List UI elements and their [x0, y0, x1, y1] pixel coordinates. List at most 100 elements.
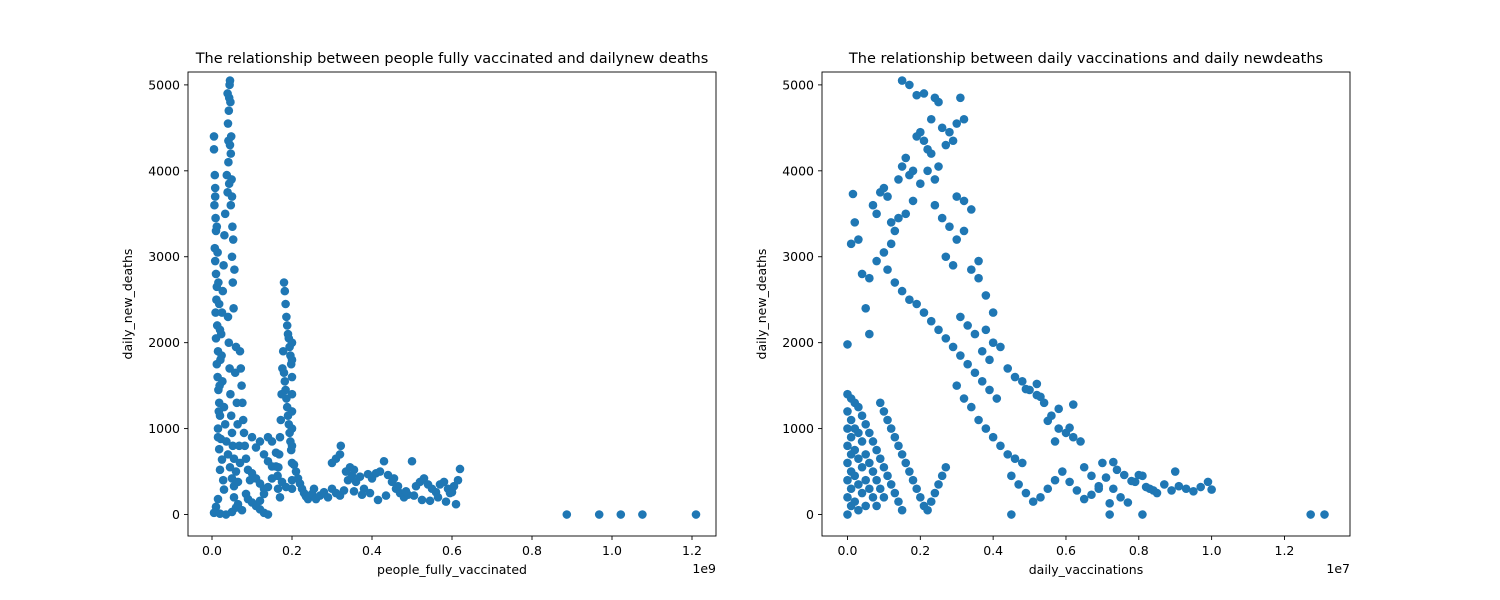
x-tick-label: 1.2: [682, 543, 702, 558]
scatter-point: [926, 316, 936, 326]
scatter-point: [988, 338, 998, 347]
scatter-point: [861, 501, 870, 511]
scatter-point: [616, 510, 626, 519]
scatter-point: [219, 261, 228, 270]
scatter-point: [857, 269, 867, 279]
scatter-point: [381, 491, 391, 500]
scatter-point: [327, 458, 337, 468]
scatter-point: [890, 226, 900, 236]
scatter-point: [1076, 437, 1085, 446]
scatter-point: [967, 205, 976, 214]
scatter-point: [952, 119, 962, 128]
scatter-point: [985, 385, 994, 395]
scatter-point: [930, 200, 940, 210]
scatter-point: [894, 497, 903, 506]
scatter-point: [848, 189, 858, 199]
scatter-point: [897, 162, 907, 171]
scatter-point: [287, 338, 297, 347]
scatter-point: [357, 490, 367, 500]
scatter-point: [417, 495, 427, 505]
scatter-point: [1007, 510, 1016, 519]
scatter-point: [923, 166, 932, 176]
scatter-point: [278, 346, 288, 356]
scatter-point: [409, 491, 419, 500]
scatter-point: [850, 218, 860, 227]
scatter-point: [227, 428, 237, 438]
scatter-point: [259, 450, 269, 459]
scatter-point: [1105, 499, 1114, 508]
scatter-point: [1050, 437, 1060, 446]
y-axis-label: daily_new_deaths: [120, 249, 135, 360]
scatter-point: [223, 450, 233, 459]
scatter-point: [279, 278, 289, 287]
scatter-point: [981, 325, 991, 335]
scatter-point: [1017, 458, 1027, 468]
scatter-point: [967, 265, 976, 274]
scatter-point: [1010, 372, 1020, 382]
scatter-point: [273, 471, 282, 481]
scatter-point: [226, 200, 236, 210]
scatter-point: [872, 501, 881, 511]
scatter-point: [455, 464, 465, 474]
y-tick-label: 5000: [782, 77, 814, 92]
scatter-point: [282, 321, 292, 330]
scatter-point: [227, 252, 237, 262]
scatter-point: [282, 312, 291, 322]
scatter-point: [865, 428, 874, 438]
scatter-point: [227, 192, 237, 201]
scatter-point: [1054, 404, 1063, 414]
scatter-point: [1050, 475, 1060, 485]
scatter-point: [281, 299, 290, 309]
scatter-point: [977, 377, 987, 386]
scatter-point: [226, 411, 236, 421]
scatter-point: [894, 213, 903, 223]
scatter-point: [280, 377, 290, 386]
scatter-point: [850, 445, 860, 455]
scatter-point: [901, 209, 911, 219]
scatter-point: [1149, 486, 1158, 495]
scatter-point: [908, 475, 918, 485]
scatter-point: [905, 295, 914, 305]
scatter-point: [916, 127, 925, 137]
scatter-point: [280, 286, 290, 296]
right-scatter-panel: 0.0 0.2 0.4 0.6 0.8 1.0 1.2 0 1000 2000 3000 4000 50…: [754, 51, 1351, 577]
scatter-point: [919, 308, 929, 317]
scatter-point: [854, 428, 863, 438]
scatter-point: [843, 510, 852, 519]
scatter-point: [226, 97, 235, 107]
scatter-point: [959, 114, 969, 124]
scatter-point: [1109, 457, 1118, 467]
scatter-point: [875, 454, 885, 463]
scatter-point: [901, 153, 911, 163]
scatter-point: [217, 455, 227, 464]
scatter-point: [214, 407, 224, 416]
x-tick-label: 1.0: [602, 543, 622, 558]
scatter-point: [1112, 465, 1122, 475]
scatter-point: [638, 510, 647, 519]
y-tick-label: 3000: [148, 249, 180, 264]
x-tick-label: 0.6: [1056, 543, 1076, 558]
scatter-point: [228, 235, 238, 244]
scatter-point: [952, 381, 962, 390]
scatter-point: [857, 462, 867, 472]
scatter-point: [287, 424, 297, 433]
scatter-point: [879, 407, 889, 416]
scatter-point: [287, 441, 297, 451]
y-tick-label: 3000: [782, 249, 814, 264]
scatter-point: [1028, 497, 1038, 506]
scatter-point: [1079, 462, 1089, 472]
scatter-point: [229, 454, 239, 463]
scatter-point: [1036, 392, 1045, 402]
scatter-point: [897, 450, 907, 459]
scatter-point: [1138, 510, 1147, 519]
scatter-point: [226, 132, 236, 141]
scatter-point: [890, 488, 900, 498]
scatter-point: [239, 428, 249, 438]
scatter-point: [223, 89, 232, 98]
scatter-point: [905, 80, 914, 90]
scatter-point: [349, 487, 359, 496]
scatter-point: [209, 132, 219, 141]
scatter-point: [1109, 484, 1118, 494]
scatter-point: [930, 488, 940, 498]
scatter-point: [212, 222, 222, 231]
